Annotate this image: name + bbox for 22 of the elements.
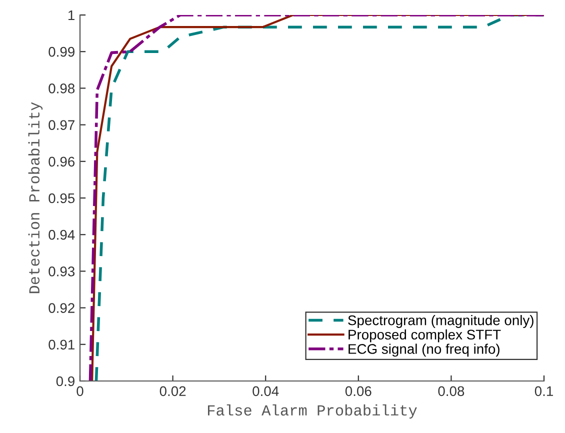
y-axis-title: Detection Probability: [28, 102, 43, 294]
x-tick-label: 0.02: [160, 386, 186, 396]
legend-label: Proposed complex STFT: [348, 329, 501, 342]
y-tick-label: 0.96: [48, 156, 75, 167]
x-tick-label: 0.1: [534, 386, 553, 396]
x-axis-title: False Alarm Probability: [208, 404, 417, 419]
y-tick-label: 0.98: [48, 84, 75, 94]
y-tick-label: 0.95: [48, 193, 75, 204]
x-tick-label: 0.04: [252, 386, 279, 396]
x-tick-label: 0.06: [345, 386, 372, 396]
y-tick-label: 1: [68, 10, 74, 20]
y-tick-label: 0.9: [56, 376, 74, 386]
y-tick-label: 0.97: [48, 120, 74, 130]
legend-label: Spectrogram (magnitude only): [348, 315, 534, 328]
y-tick-label: 0.92: [48, 303, 74, 313]
x-tick-label: 0: [76, 386, 84, 396]
y-tick-label: 0.93: [48, 266, 75, 276]
x-tick-label: 0.08: [438, 386, 464, 396]
y-tick-label: 0.94: [48, 230, 75, 240]
y-tick-label: 0.91: [48, 340, 74, 350]
y-tick-label: 0.99: [48, 46, 74, 57]
legend-label: ECG signal (no freq info): [348, 344, 500, 357]
